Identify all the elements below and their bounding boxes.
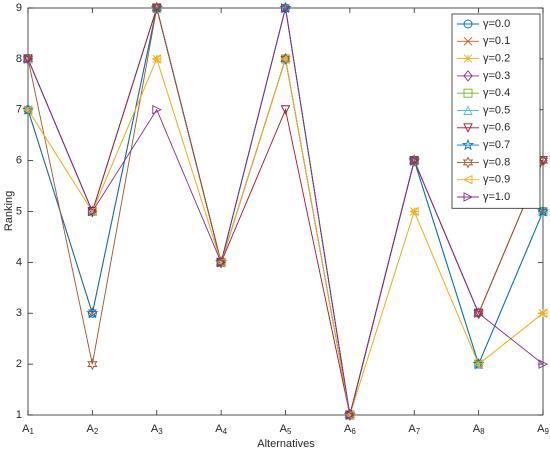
legend-marker [463,54,473,63]
data-point [281,3,291,13]
x-tick-label: A2 [86,423,98,436]
data-point [87,207,98,217]
data-point [537,308,548,318]
legend-marker [463,36,473,46]
legend-label: γ=0.1 [483,35,510,47]
x-tick-label: A3 [151,423,163,436]
y-tick-label: 2 [16,358,22,370]
x-axis-label: Alternatives [257,438,315,450]
legend-marker [463,192,474,202]
data-point [536,205,550,217]
data-point [409,207,419,216]
data-point [474,308,484,318]
data-point [23,54,34,64]
legend-label: γ=0.0 [483,18,510,30]
data-point [216,257,227,268]
legend-marker [463,19,473,29]
y-tick-label: 8 [16,53,22,65]
legend-label: γ=0.8 [483,156,510,168]
x-tick-label: A5 [280,423,292,436]
y-tick-label: 1 [16,409,22,421]
legend-label: γ=0.7 [483,139,510,151]
data-point [216,258,226,267]
y-tick-label: 7 [16,104,22,116]
legend-label: γ=0.2 [483,53,510,65]
x-tick-label: A4 [215,423,227,436]
legend-label: γ=0.9 [483,174,510,186]
data-point [281,54,290,64]
legend-marker [462,156,474,169]
data-point [409,155,420,166]
y-tick-label: 9 [16,2,22,14]
data-point [152,105,162,115]
data-point [23,105,33,115]
legend-box [451,13,541,209]
data-point [87,206,98,217]
data-point [345,410,355,420]
data-point [409,206,419,217]
data-point [345,410,355,420]
y-tick-label: 3 [16,307,22,319]
data-point [474,359,483,369]
legend-label: γ=0.6 [483,122,510,134]
data-point [151,1,162,15]
data-point [152,54,162,64]
legend-marker [463,105,473,115]
legend: γ=0.0 γ=0.1 γ=0.2 γ=0.3 γ=0.4 γ=0.5 γ=0.6 γ=0.7… [451,13,541,209]
legend-label: γ=0.5 [483,104,510,116]
x-tick-label: A7 [408,423,420,436]
y-axis-label: Ranking [3,191,15,231]
y-tick-label: 6 [16,155,22,167]
x-tick-label: A8 [473,423,485,436]
legend-marker [463,70,473,82]
legend-marker [462,174,473,185]
legend-marker [463,123,473,133]
legend-marker [463,88,473,98]
legend-label: γ=0.3 [483,70,510,82]
data-point [88,207,97,216]
legend-marker [461,138,475,151]
x-tick-label: A6 [344,423,356,436]
data-point [151,54,162,64]
y-tick-label: 5 [16,205,22,217]
data-point [87,358,98,371]
y-tick-label: 4 [16,256,22,268]
data-point [86,306,99,319]
data-point [473,359,484,369]
data-point [280,54,290,64]
data-point [538,308,548,318]
data-point [280,105,291,115]
data-point [22,105,33,115]
legend-label: γ=1.0 [483,191,510,203]
x-tick-label: A9 [537,423,549,436]
x-tick-label: A1 [22,423,34,436]
legend-label: γ=0.4 [483,87,510,99]
data-point [538,359,549,369]
